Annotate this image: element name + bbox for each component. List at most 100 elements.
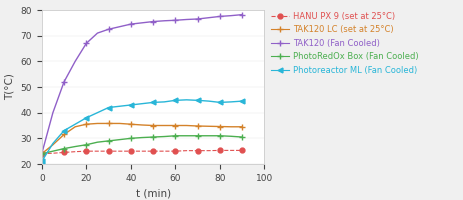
Photoreactor ML (Fan Cooled) [161,101,167,103]
TAK120 (Fan Cooled) [150,20,156,23]
TAK120 (Fan Cooled) [217,15,222,18]
TAK120 LC (set at 25°C) [83,123,89,125]
HANU PX 9 (set at 25°C) [228,149,233,152]
TAK120 LC (set at 25°C) [228,126,233,128]
TAK120 LC (set at 25°C) [139,124,144,126]
HANU PX 9 (set at 25°C) [194,149,200,152]
TAK120 (Fan Cooled) [194,18,200,20]
PhotoRedOx Box (Fan Cooled) [161,135,167,138]
PhotoRedOx Box (Fan Cooled) [94,141,100,143]
HANU PX 9 (set at 25°C) [117,150,122,152]
TAK120 (Fan Cooled) [161,20,167,22]
Photoreactor ML (Fan Cooled) [83,117,89,119]
HANU PX 9 (set at 25°C) [94,150,100,152]
HANU PX 9 (set at 25°C) [83,150,89,152]
PhotoRedOx Box (Fan Cooled) [50,150,56,152]
PhotoRedOx Box (Fan Cooled) [183,135,189,137]
TAK120 LC (set at 25°C) [161,124,167,127]
PhotoRedOx Box (Fan Cooled) [172,135,178,137]
HANU PX 9 (set at 25°C) [128,150,133,152]
HANU PX 9 (set at 25°C) [239,149,244,152]
Photoreactor ML (Fan Cooled) [117,105,122,107]
HANU PX 9 (set at 25°C) [61,151,67,154]
TAK120 (Fan Cooled) [139,22,144,24]
Photoreactor ML (Fan Cooled) [206,100,211,102]
Photoreactor ML (Fan Cooled) [61,129,67,132]
HANU PX 9 (set at 25°C) [161,150,167,152]
PhotoRedOx Box (Fan Cooled) [217,135,222,137]
Photoreactor ML (Fan Cooled) [194,99,200,102]
Line: TAK120 (Fan Cooled): TAK120 (Fan Cooled) [38,11,245,157]
TAK120 (Fan Cooled) [128,23,133,25]
TAK120 (Fan Cooled) [50,111,56,114]
Line: PhotoRedOx Box (Fan Cooled): PhotoRedOx Box (Fan Cooled) [38,132,245,157]
Photoreactor ML (Fan Cooled) [239,100,244,102]
TAK120 (Fan Cooled) [61,81,67,83]
TAK120 LC (set at 25°C) [72,126,78,128]
PhotoRedOx Box (Fan Cooled) [206,135,211,137]
TAK120 LC (set at 25°C) [94,122,100,125]
TAK120 LC (set at 25°C) [183,124,189,127]
TAK120 LC (set at 25°C) [117,122,122,125]
Line: Photoreactor ML (Fan Cooled): Photoreactor ML (Fan Cooled) [39,97,244,164]
HANU PX 9 (set at 25°C) [72,150,78,153]
TAK120 (Fan Cooled) [117,25,122,28]
Photoreactor ML (Fan Cooled) [94,111,100,114]
TAK120 LC (set at 25°C) [150,124,156,127]
X-axis label: t (min): t (min) [135,188,170,198]
PhotoRedOx Box (Fan Cooled) [83,144,89,146]
Photoreactor ML (Fan Cooled) [228,101,233,103]
Photoreactor ML (Fan Cooled) [39,160,44,163]
PhotoRedOx Box (Fan Cooled) [194,135,200,137]
TAK120 LC (set at 25°C) [206,125,211,127]
PhotoRedOx Box (Fan Cooled) [106,140,111,142]
TAK120 LC (set at 25°C) [61,133,67,136]
TAK120 (Fan Cooled) [183,18,189,21]
HANU PX 9 (set at 25°C) [150,150,156,152]
PhotoRedOx Box (Fan Cooled) [150,136,156,138]
HANU PX 9 (set at 25°C) [39,153,44,155]
PhotoRedOx Box (Fan Cooled) [239,136,244,138]
PhotoRedOx Box (Fan Cooled) [139,136,144,139]
HANU PX 9 (set at 25°C) [139,150,144,152]
PhotoRedOx Box (Fan Cooled) [61,147,67,150]
TAK120 (Fan Cooled) [228,14,233,17]
TAK120 (Fan Cooled) [239,13,244,16]
TAK120 (Fan Cooled) [94,32,100,34]
TAK120 (Fan Cooled) [39,153,44,155]
TAK120 LC (set at 25°C) [128,123,133,125]
TAK120 LC (set at 25°C) [172,124,178,127]
PhotoRedOx Box (Fan Cooled) [128,137,133,140]
HANU PX 9 (set at 25°C) [106,150,111,152]
Photoreactor ML (Fan Cooled) [139,102,144,105]
Photoreactor ML (Fan Cooled) [183,99,189,101]
PhotoRedOx Box (Fan Cooled) [117,138,122,141]
TAK120 (Fan Cooled) [206,17,211,19]
TAK120 (Fan Cooled) [72,60,78,63]
Line: HANU PX 9 (set at 25°C): HANU PX 9 (set at 25°C) [39,148,244,156]
TAK120 LC (set at 25°C) [194,125,200,127]
Photoreactor ML (Fan Cooled) [50,142,56,145]
HANU PX 9 (set at 25°C) [50,152,56,154]
PhotoRedOx Box (Fan Cooled) [39,153,44,155]
TAK120 (Fan Cooled) [172,19,178,21]
TAK120 LC (set at 25°C) [217,125,222,128]
TAK120 LC (set at 25°C) [50,144,56,146]
Photoreactor ML (Fan Cooled) [72,123,78,125]
TAK120 LC (set at 25°C) [39,153,44,155]
Y-axis label: T(°C): T(°C) [5,74,15,100]
HANU PX 9 (set at 25°C) [172,150,178,152]
TAK120 (Fan Cooled) [106,28,111,30]
HANU PX 9 (set at 25°C) [183,149,189,152]
TAK120 LC (set at 25°C) [239,126,244,128]
Photoreactor ML (Fan Cooled) [150,101,156,104]
HANU PX 9 (set at 25°C) [217,149,222,152]
TAK120 (Fan Cooled) [83,42,89,45]
PhotoRedOx Box (Fan Cooled) [72,145,78,148]
PhotoRedOx Box (Fan Cooled) [228,135,233,137]
HANU PX 9 (set at 25°C) [206,149,211,152]
Legend: HANU PX 9 (set at 25°C), TAK120 LC (set at 25°C), TAK120 (Fan Cooled), PhotoRedO: HANU PX 9 (set at 25°C), TAK120 LC (set … [269,10,419,77]
Photoreactor ML (Fan Cooled) [217,101,222,104]
Photoreactor ML (Fan Cooled) [106,106,111,109]
Line: TAK120 LC (set at 25°C): TAK120 LC (set at 25°C) [38,120,245,157]
